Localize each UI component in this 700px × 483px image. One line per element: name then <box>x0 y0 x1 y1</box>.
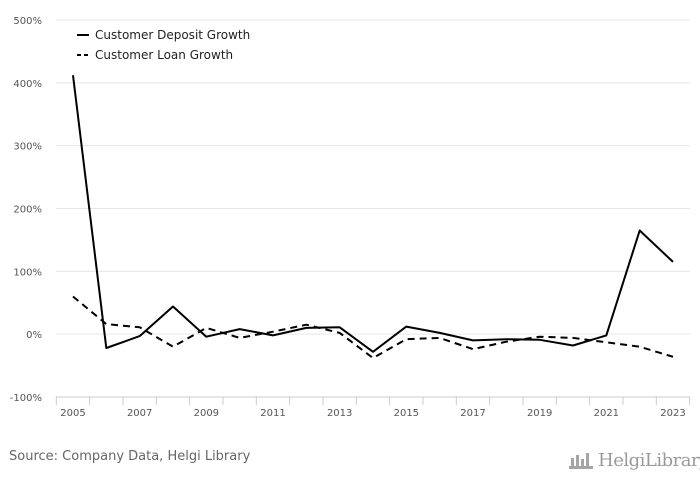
x-axis: 2005 2007 2009 2011 2013 2015 2017 2019 2021 2023 <box>55 397 691 419</box>
series-line-customer-deposit-growth <box>72 75 674 353</box>
x-tick-label: 2005 <box>60 408 85 419</box>
grid-lines <box>56 19 690 398</box>
x-tick-label: 2007 <box>127 408 152 419</box>
logo-text: HelgiLibrary <box>598 449 700 471</box>
y-tick-label: 0% <box>26 330 42 341</box>
legend-label: Customer Deposit Growth <box>95 28 250 42</box>
y-tick-label: 100% <box>13 267 42 278</box>
helgi-library-logo: HelgiLibrary <box>568 448 700 472</box>
y-tick-label: 200% <box>13 205 42 216</box>
y-tick-label: 300% <box>13 142 42 153</box>
x-tick-label: 2013 <box>327 408 352 419</box>
source-note: Source: Company Data, Helgi Library <box>9 449 251 464</box>
x-tick-label: 2017 <box>460 408 485 419</box>
x-tick-label: 2023 <box>660 408 685 419</box>
series-line-customer-loan-growth <box>72 295 674 359</box>
legend-label: Customer Loan Growth <box>95 48 233 62</box>
x-tick-label: 2019 <box>527 408 552 419</box>
library-building-icon <box>569 453 593 469</box>
x-tick-label: 2015 <box>394 408 419 419</box>
y-axis-ticks: 500% 400% 300% 200% 100% 0% -100% <box>10 16 42 404</box>
x-tick-label: 2011 <box>260 408 285 419</box>
y-tick-label: -100% <box>10 393 42 404</box>
legend: Customer Deposit Growth Customer Loan Gro… <box>77 28 250 62</box>
series-lines <box>72 75 674 359</box>
y-tick-label: 400% <box>13 79 42 90</box>
line-chart: 500% 400% 300% 200% 100% 0% -100% 2005 2007 2009… <box>10 16 691 419</box>
y-tick-label: 500% <box>13 16 42 27</box>
x-tick-label: 2021 <box>594 408 619 419</box>
x-tick-label: 2009 <box>194 408 219 419</box>
